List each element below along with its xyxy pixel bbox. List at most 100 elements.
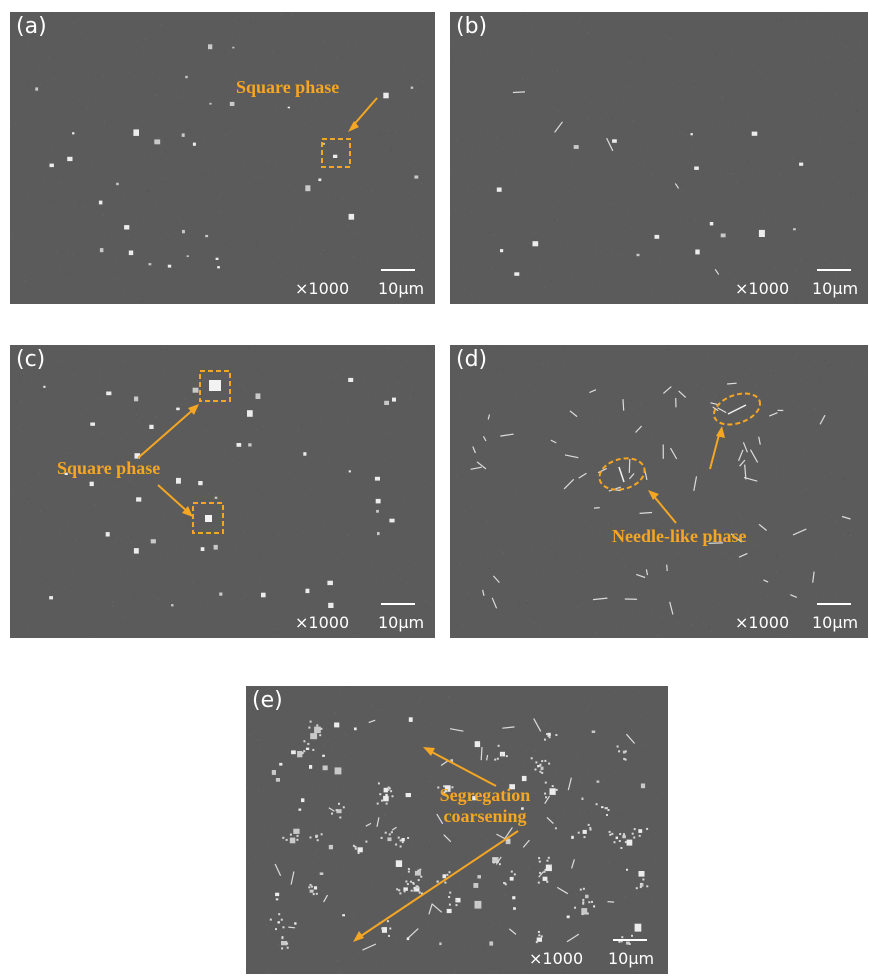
noise-speck	[330, 932, 332, 934]
cluster-particle	[307, 742, 310, 745]
noise-speck	[205, 541, 207, 543]
cluster-particle	[407, 837, 410, 839]
noise-speck	[619, 98, 621, 100]
noise-speck	[124, 415, 126, 417]
noise-speck	[325, 194, 326, 196]
noise-speck	[513, 401, 515, 403]
noise-speck	[782, 549, 784, 551]
noise-speck	[498, 845, 500, 847]
noise-speck	[229, 473, 231, 475]
noise-speck	[675, 299, 677, 301]
noise-speck	[691, 135, 693, 137]
noise-speck	[632, 120, 634, 122]
cluster-particle	[437, 786, 440, 789]
noise-speck	[591, 710, 592, 712]
noise-speck	[333, 464, 335, 466]
particle	[255, 393, 261, 399]
noise-speck	[609, 612, 611, 614]
noise-speck	[721, 295, 723, 297]
scale-bar-label: 10μm	[378, 279, 425, 298]
noise-speck	[863, 372, 865, 374]
noise-speck	[204, 496, 206, 498]
noise-speck	[144, 39, 146, 41]
noise-speck	[529, 201, 531, 203]
needle-particle	[763, 579, 769, 583]
noise-speck	[616, 463, 618, 465]
cluster-particle	[286, 942, 289, 945]
noise-speck	[278, 628, 279, 630]
noise-speck	[16, 401, 18, 403]
noise-speck	[263, 425, 264, 427]
noise-speck	[381, 474, 383, 476]
noise-speck	[588, 811, 590, 813]
noise-speck	[232, 458, 234, 460]
noise-speck	[253, 389, 255, 391]
noise-speck	[582, 571, 584, 573]
needle-particle	[812, 571, 815, 583]
noise-speck	[571, 891, 573, 893]
noise-speck	[764, 35, 766, 37]
noise-speck	[52, 182, 54, 184]
noise-speck	[164, 178, 166, 180]
noise-speck	[135, 594, 136, 596]
noise-speck	[268, 842, 270, 844]
noise-speck	[160, 238, 162, 240]
particle	[232, 46, 235, 49]
noise-speck	[851, 627, 852, 629]
needle-particle	[663, 386, 672, 394]
noise-speck	[347, 686, 349, 688]
cluster-particle	[278, 913, 281, 916]
noise-speck	[576, 893, 578, 895]
cluster-particle	[365, 840, 368, 843]
noise-speck	[65, 587, 67, 589]
noise-speck	[422, 519, 424, 521]
noise-speck	[473, 755, 475, 757]
noise-speck	[758, 172, 760, 174]
noise-speck	[219, 212, 221, 214]
noise-speck	[559, 769, 560, 771]
noise-speck	[24, 280, 26, 282]
cluster-particle	[551, 785, 554, 788]
noise-speck	[330, 195, 332, 197]
noise-speck	[299, 743, 301, 745]
noise-speck	[602, 359, 604, 361]
noise-speck	[765, 482, 767, 483]
cluster-particle	[275, 928, 277, 931]
noise-speck	[712, 463, 713, 465]
cluster-particle	[589, 828, 592, 831]
needle-particle	[710, 402, 720, 406]
noise-speck	[202, 619, 204, 621]
noise-speck	[674, 90, 676, 92]
noise-speck	[93, 17, 95, 19]
noise-speck	[715, 466, 717, 468]
noise-speck	[470, 405, 471, 407]
noise-speck	[23, 427, 25, 429]
needle-particle	[431, 903, 443, 913]
noise-speck	[238, 364, 240, 366]
noise-speck	[118, 542, 120, 543]
noise-speck	[241, 432, 243, 434]
noise-speck	[261, 176, 263, 177]
needle-particle	[504, 827, 513, 840]
noise-speck	[212, 628, 214, 630]
needle-particle	[643, 467, 648, 481]
noise-speck	[731, 49, 733, 51]
noise-speck	[341, 198, 343, 199]
noise-speck	[521, 77, 523, 78]
particle	[596, 780, 600, 783]
noise-speck	[404, 70, 406, 72]
noise-speck	[495, 782, 497, 784]
noise-speck	[656, 527, 658, 529]
cluster-particle	[308, 886, 311, 889]
cluster-particle	[538, 857, 541, 860]
particle	[615, 836, 618, 840]
noise-speck	[621, 813, 623, 815]
particle	[219, 592, 223, 596]
cluster-particle	[376, 802, 379, 805]
noise-speck	[61, 360, 63, 362]
cluster-particle	[546, 859, 549, 862]
cluster-particle	[633, 836, 636, 839]
noise-speck	[38, 69, 40, 71]
noise-speck	[567, 622, 569, 624]
noise-speck	[825, 211, 827, 212]
